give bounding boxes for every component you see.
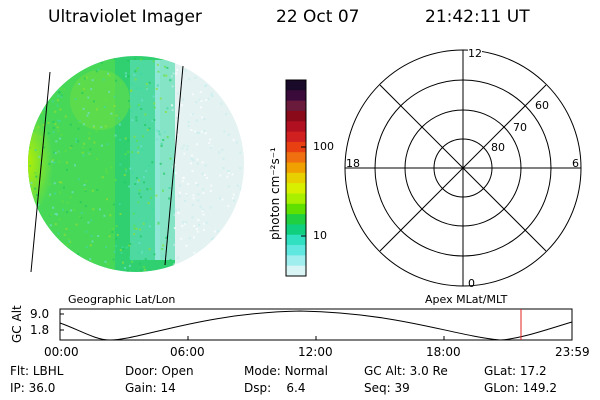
colorbar-band <box>286 100 306 112</box>
colorbar-band <box>286 80 306 91</box>
status-mode: Mode: Normal <box>244 364 328 378</box>
status-ip: IP: 36.0 <box>10 381 56 395</box>
altitude-curve <box>59 310 573 341</box>
altitude-ytick-1.8: 1.8 <box>30 323 50 337</box>
altitude-plot-frame <box>59 308 573 341</box>
mlt-label-0: 0 <box>468 277 475 290</box>
colorbar-band <box>286 162 306 174</box>
colorbar-band <box>286 152 306 164</box>
altitude-xtick-2359: 23:59 <box>555 345 590 359</box>
colorbar-band <box>286 141 306 153</box>
altitude-xtick-0600: 06:00 <box>170 345 205 359</box>
colorbar-band <box>286 183 306 194</box>
colorbar-band <box>286 224 306 236</box>
date-label: 22 Oct 07 <box>276 7 360 27</box>
colorbar-band <box>286 131 306 143</box>
colorbar-band <box>286 245 306 256</box>
lat-label-80: 80 <box>491 141 505 154</box>
mlt-label-18: 18 <box>346 157 360 170</box>
time-label: 21:42:11 UT <box>425 7 530 27</box>
status-gc-alt: GC Alt: 3.0 Re <box>364 364 448 378</box>
apex-label: Apex MLat/MLT <box>425 293 508 306</box>
altitude-xtick-1800: 18:00 <box>426 345 461 359</box>
mlt-label-6: 6 <box>572 157 579 170</box>
colorbar-band <box>286 193 306 205</box>
app-title: Ultraviolet Imager <box>48 7 202 27</box>
colorbar-tick-10: 10 <box>313 229 327 242</box>
colorbar-band <box>286 255 306 267</box>
lat-label-60: 60 <box>535 99 549 112</box>
colorbar-band <box>286 214 306 225</box>
colorbar-band <box>286 265 306 277</box>
colorbar-band <box>286 110 306 122</box>
status-seq: Seq: 39 <box>364 381 410 395</box>
status-flt: Flt: LBHL <box>10 364 64 378</box>
colorbar-band <box>286 90 306 102</box>
geo-label: Geographic Lat/Lon <box>68 293 176 306</box>
polar-diagonal-2 <box>379 84 547 252</box>
lat-label-70: 70 <box>513 121 527 134</box>
colorbar-band <box>286 121 306 133</box>
mlt-label-12: 12 <box>468 47 482 60</box>
altitude-ylabel: GC Alt <box>10 305 24 343</box>
terminator-line-right <box>164 65 184 266</box>
altitude-ytick-9: 9.0 <box>30 307 50 321</box>
status-glon: GLon: 149.2 <box>484 381 557 395</box>
status-dsp: Dsp: 6.4 <box>244 381 306 395</box>
altitude-xtick-1200: 12:00 <box>298 345 333 359</box>
colorbar-tick-100: 100 <box>313 140 334 153</box>
status-glat: GLat: 17.2 <box>484 364 547 378</box>
status-gain: Gain: 14 <box>125 381 176 395</box>
colorbar-band <box>286 203 306 215</box>
colorbar-band <box>286 234 306 246</box>
status-door: Door: Open <box>125 364 194 378</box>
terminator-line-left <box>30 71 51 273</box>
colorbar-band <box>286 172 306 184</box>
altitude-xtick-0000: 00:00 <box>44 345 79 359</box>
